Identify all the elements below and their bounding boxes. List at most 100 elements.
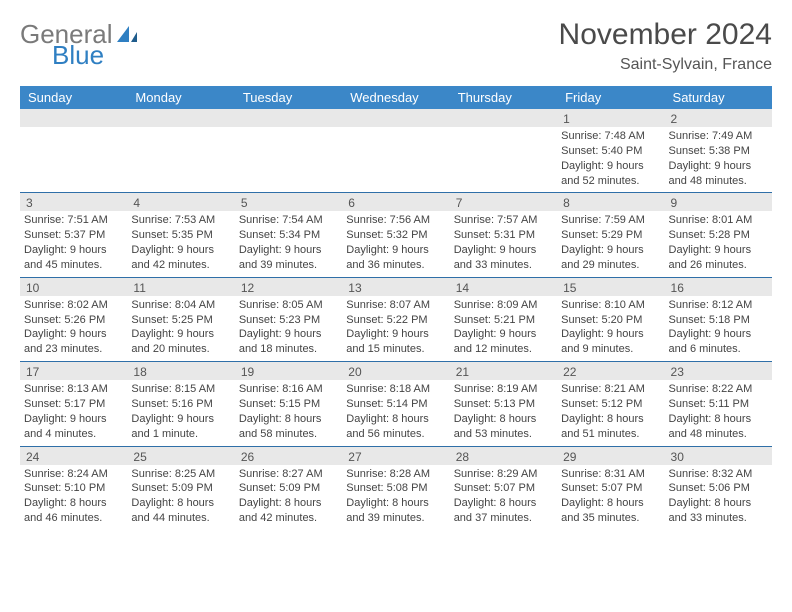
sunrise-text: Sunrise: 8:16 AM xyxy=(239,382,338,397)
day-number: 23 xyxy=(665,362,772,380)
day-details: Sunrise: 8:07 AMSunset: 5:22 PMDaylight:… xyxy=(342,296,449,361)
sunrise-text: Sunrise: 8:12 AM xyxy=(669,298,768,313)
day-number: 27 xyxy=(342,447,449,465)
calendar-cell: 9Sunrise: 8:01 AMSunset: 5:28 PMDaylight… xyxy=(665,193,772,277)
calendar-cell xyxy=(450,109,557,193)
sunrise-text: Sunrise: 8:22 AM xyxy=(669,382,768,397)
calendar-cell: 27Sunrise: 8:28 AMSunset: 5:08 PMDayligh… xyxy=(342,446,449,530)
calendar-cell: 30Sunrise: 8:32 AMSunset: 5:06 PMDayligh… xyxy=(665,446,772,530)
weekday-header: Saturday xyxy=(665,86,772,109)
location-label: Saint-Sylvain, France xyxy=(559,56,772,74)
daylight-text: Daylight: 8 hours and 51 minutes. xyxy=(561,412,660,442)
daylight-text: Daylight: 9 hours and 52 minutes. xyxy=(561,159,660,189)
day-details: Sunrise: 8:22 AMSunset: 5:11 PMDaylight:… xyxy=(665,380,772,445)
day-number: 25 xyxy=(127,447,234,465)
day-number: 28 xyxy=(450,447,557,465)
daylight-text: Daylight: 9 hours and 6 minutes. xyxy=(669,327,768,357)
sunrise-text: Sunrise: 8:29 AM xyxy=(454,467,553,482)
sunrise-text: Sunrise: 7:57 AM xyxy=(454,213,553,228)
daylight-text: Daylight: 9 hours and 9 minutes. xyxy=(561,327,660,357)
calendar-header-row: SundayMondayTuesdayWednesdayThursdayFrid… xyxy=(20,86,772,109)
day-number: 17 xyxy=(20,362,127,380)
day-number xyxy=(342,109,449,127)
sunset-text: Sunset: 5:29 PM xyxy=(561,228,660,243)
day-details: Sunrise: 7:48 AMSunset: 5:40 PMDaylight:… xyxy=(557,127,664,192)
calendar-cell: 2Sunrise: 7:49 AMSunset: 5:38 PMDaylight… xyxy=(665,109,772,193)
calendar-cell: 24Sunrise: 8:24 AMSunset: 5:10 PMDayligh… xyxy=(20,446,127,530)
sunset-text: Sunset: 5:08 PM xyxy=(346,481,445,496)
day-details: Sunrise: 8:24 AMSunset: 5:10 PMDaylight:… xyxy=(20,465,127,530)
day-details: Sunrise: 7:54 AMSunset: 5:34 PMDaylight:… xyxy=(235,211,342,276)
sunrise-text: Sunrise: 8:01 AM xyxy=(669,213,768,228)
weekday-header: Wednesday xyxy=(342,86,449,109)
daylight-text: Daylight: 9 hours and 29 minutes. xyxy=(561,243,660,273)
daylight-text: Daylight: 9 hours and 42 minutes. xyxy=(131,243,230,273)
calendar-cell: 8Sunrise: 7:59 AMSunset: 5:29 PMDaylight… xyxy=(557,193,664,277)
day-number: 2 xyxy=(665,109,772,127)
day-number: 7 xyxy=(450,193,557,211)
day-number xyxy=(20,109,127,127)
day-details xyxy=(450,127,557,191)
calendar-cell: 28Sunrise: 8:29 AMSunset: 5:07 PMDayligh… xyxy=(450,446,557,530)
calendar-cell xyxy=(20,109,127,193)
calendar-cell: 10Sunrise: 8:02 AMSunset: 5:26 PMDayligh… xyxy=(20,277,127,361)
calendar-cell: 13Sunrise: 8:07 AMSunset: 5:22 PMDayligh… xyxy=(342,277,449,361)
daylight-text: Daylight: 8 hours and 39 minutes. xyxy=(346,496,445,526)
daylight-text: Daylight: 8 hours and 53 minutes. xyxy=(454,412,553,442)
day-details: Sunrise: 8:10 AMSunset: 5:20 PMDaylight:… xyxy=(557,296,664,361)
daylight-text: Daylight: 9 hours and 26 minutes. xyxy=(669,243,768,273)
sunset-text: Sunset: 5:31 PM xyxy=(454,228,553,243)
sunset-text: Sunset: 5:37 PM xyxy=(24,228,123,243)
sunrise-text: Sunrise: 8:13 AM xyxy=(24,382,123,397)
calendar-cell: 14Sunrise: 8:09 AMSunset: 5:21 PMDayligh… xyxy=(450,277,557,361)
day-details: Sunrise: 8:09 AMSunset: 5:21 PMDaylight:… xyxy=(450,296,557,361)
sunset-text: Sunset: 5:15 PM xyxy=(239,397,338,412)
day-details: Sunrise: 8:27 AMSunset: 5:09 PMDaylight:… xyxy=(235,465,342,530)
sunset-text: Sunset: 5:18 PM xyxy=(669,313,768,328)
day-number: 12 xyxy=(235,278,342,296)
day-details: Sunrise: 7:57 AMSunset: 5:31 PMDaylight:… xyxy=(450,211,557,276)
calendar-cell: 7Sunrise: 7:57 AMSunset: 5:31 PMDaylight… xyxy=(450,193,557,277)
daylight-text: Daylight: 9 hours and 4 minutes. xyxy=(24,412,123,442)
sunset-text: Sunset: 5:17 PM xyxy=(24,397,123,412)
logo-sail-icon xyxy=(115,24,139,44)
daylight-text: Daylight: 9 hours and 1 minute. xyxy=(131,412,230,442)
calendar-table: SundayMondayTuesdayWednesdayThursdayFrid… xyxy=(20,86,772,530)
day-details: Sunrise: 8:12 AMSunset: 5:18 PMDaylight:… xyxy=(665,296,772,361)
daylight-text: Daylight: 9 hours and 33 minutes. xyxy=(454,243,553,273)
day-number: 26 xyxy=(235,447,342,465)
weekday-header: Thursday xyxy=(450,86,557,109)
day-number: 11 xyxy=(127,278,234,296)
sunset-text: Sunset: 5:35 PM xyxy=(131,228,230,243)
sunset-text: Sunset: 5:38 PM xyxy=(669,144,768,159)
day-details: Sunrise: 8:18 AMSunset: 5:14 PMDaylight:… xyxy=(342,380,449,445)
sunrise-text: Sunrise: 8:09 AM xyxy=(454,298,553,313)
sunset-text: Sunset: 5:12 PM xyxy=(561,397,660,412)
sunset-text: Sunset: 5:20 PM xyxy=(561,313,660,328)
sunrise-text: Sunrise: 8:24 AM xyxy=(24,467,123,482)
sunset-text: Sunset: 5:32 PM xyxy=(346,228,445,243)
day-details: Sunrise: 8:15 AMSunset: 5:16 PMDaylight:… xyxy=(127,380,234,445)
sunset-text: Sunset: 5:25 PM xyxy=(131,313,230,328)
day-details: Sunrise: 7:53 AMSunset: 5:35 PMDaylight:… xyxy=(127,211,234,276)
sunset-text: Sunset: 5:07 PM xyxy=(454,481,553,496)
day-details: Sunrise: 8:29 AMSunset: 5:07 PMDaylight:… xyxy=(450,465,557,530)
daylight-text: Daylight: 9 hours and 20 minutes. xyxy=(131,327,230,357)
daylight-text: Daylight: 8 hours and 56 minutes. xyxy=(346,412,445,442)
calendar-cell: 22Sunrise: 8:21 AMSunset: 5:12 PMDayligh… xyxy=(557,362,664,446)
sunrise-text: Sunrise: 7:56 AM xyxy=(346,213,445,228)
daylight-text: Daylight: 8 hours and 44 minutes. xyxy=(131,496,230,526)
calendar-cell xyxy=(235,109,342,193)
page-title: November 2024 xyxy=(559,18,772,52)
day-number: 3 xyxy=(20,193,127,211)
day-details: Sunrise: 7:49 AMSunset: 5:38 PMDaylight:… xyxy=(665,127,772,192)
sunrise-text: Sunrise: 8:04 AM xyxy=(131,298,230,313)
day-details: Sunrise: 8:31 AMSunset: 5:07 PMDaylight:… xyxy=(557,465,664,530)
day-details: Sunrise: 7:59 AMSunset: 5:29 PMDaylight:… xyxy=(557,211,664,276)
calendar-cell: 25Sunrise: 8:25 AMSunset: 5:09 PMDayligh… xyxy=(127,446,234,530)
day-details: Sunrise: 8:05 AMSunset: 5:23 PMDaylight:… xyxy=(235,296,342,361)
daylight-text: Daylight: 9 hours and 12 minutes. xyxy=(454,327,553,357)
calendar-cell: 19Sunrise: 8:16 AMSunset: 5:15 PMDayligh… xyxy=(235,362,342,446)
daylight-text: Daylight: 8 hours and 46 minutes. xyxy=(24,496,123,526)
sunrise-text: Sunrise: 8:27 AM xyxy=(239,467,338,482)
